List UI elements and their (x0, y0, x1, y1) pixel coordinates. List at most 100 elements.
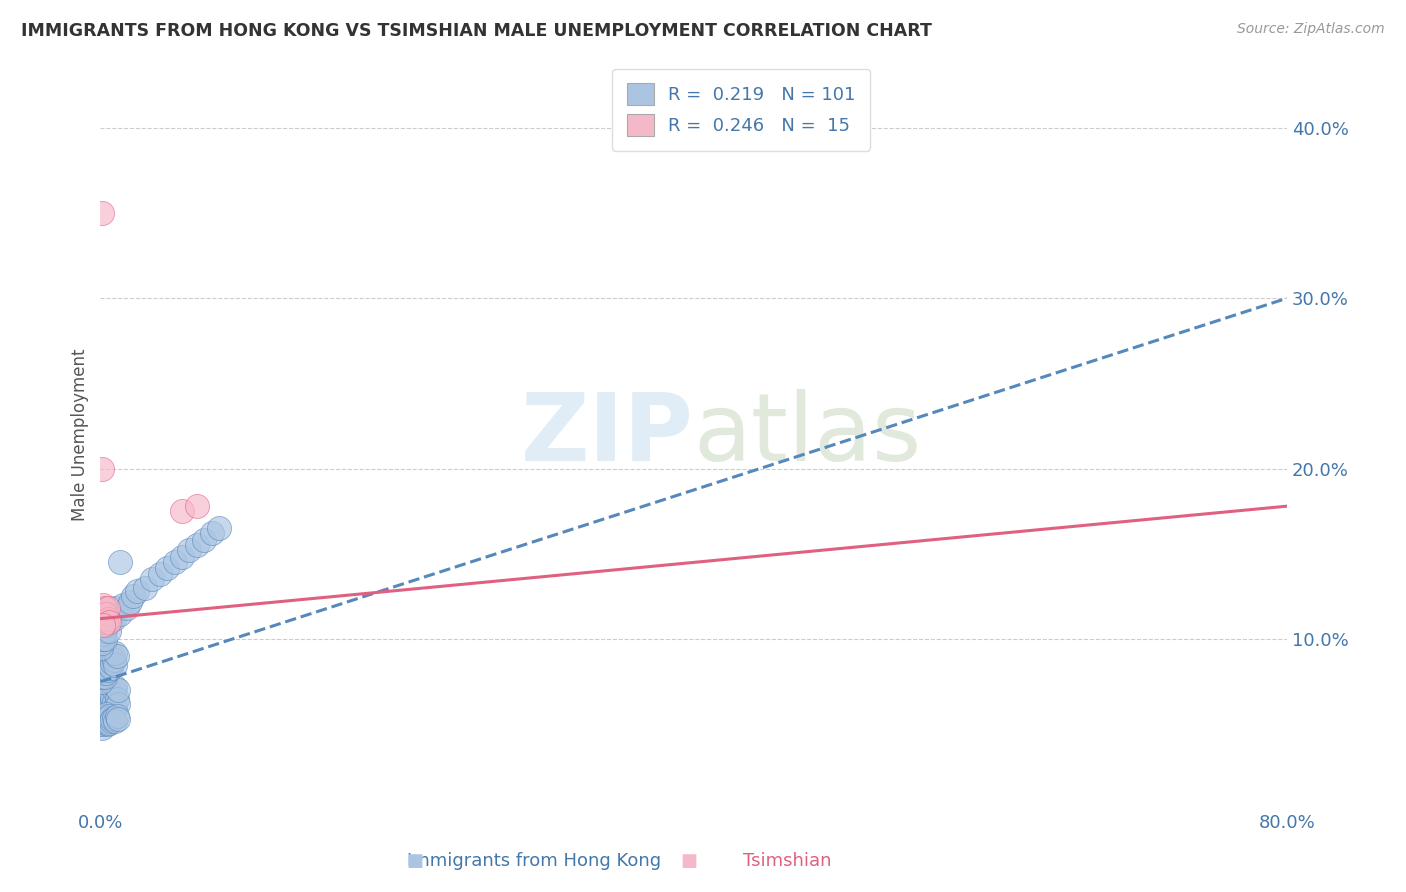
Point (94, 624, 117, 638)
Point (201, 526, 224, 541)
Point (94, 704, 117, 718)
Point (104, 657, 127, 672)
Point (100, 714, 122, 728)
Point (115, 601, 138, 615)
Text: atlas: atlas (693, 389, 922, 481)
Point (208, 521, 231, 535)
Point (97, 612, 120, 626)
Point (103, 612, 125, 626)
Point (96, 714, 118, 728)
Text: ■: ■ (406, 852, 423, 870)
Point (91, 618, 114, 632)
Point (163, 555, 186, 569)
Point (97, 680, 120, 694)
Point (103, 695, 125, 709)
Point (98, 715, 121, 730)
Point (91, 632, 114, 646)
Point (90, 708, 112, 723)
Point (98, 691, 121, 706)
Point (96, 700, 118, 714)
Point (94, 687, 117, 701)
Point (94, 715, 117, 730)
Point (91, 627, 114, 641)
Point (91, 683, 114, 698)
Point (90, 461, 112, 475)
Point (93, 708, 115, 723)
Point (108, 607, 131, 621)
Point (170, 550, 193, 565)
Point (90, 607, 112, 621)
Point (97, 717, 120, 731)
Point (107, 712, 129, 726)
Point (91, 708, 114, 723)
Point (96, 618, 118, 632)
Point (101, 656, 124, 670)
Point (103, 652, 125, 666)
Point (107, 683, 129, 698)
Point (98, 708, 121, 723)
Point (91, 663, 114, 677)
Point (94, 601, 117, 615)
Point (105, 649, 128, 664)
Point (96, 654, 118, 668)
Point (100, 612, 122, 626)
Point (91, 657, 114, 672)
Point (90, 691, 112, 706)
Point (97, 663, 120, 677)
Point (101, 607, 124, 621)
Point (149, 567, 172, 582)
Point (100, 700, 122, 714)
Point (104, 646, 127, 660)
Point (90, 670, 112, 684)
Point (101, 704, 124, 718)
Point (91, 666, 114, 681)
Point (122, 590, 145, 604)
Point (96, 607, 118, 621)
Point (104, 714, 127, 728)
Point (193, 533, 215, 548)
Point (96, 690, 118, 704)
Point (170, 504, 193, 518)
Point (111, 598, 134, 612)
Point (91, 598, 114, 612)
Point (94, 710, 117, 724)
Point (98, 624, 121, 638)
Point (94, 695, 117, 709)
Point (97, 615, 120, 629)
Point (101, 712, 124, 726)
Point (100, 687, 122, 701)
Point (91, 704, 114, 718)
Point (156, 560, 179, 574)
Point (97, 652, 120, 666)
Point (94, 680, 117, 694)
Point (97, 697, 120, 711)
Point (90, 717, 112, 731)
Text: ZIP: ZIP (520, 389, 693, 481)
Point (90, 721, 112, 735)
Point (141, 573, 163, 587)
Point (101, 648, 124, 662)
Point (98, 683, 121, 698)
Point (90, 640, 112, 655)
Point (103, 683, 125, 698)
Text: Source: ZipAtlas.com: Source: ZipAtlas.com (1237, 22, 1385, 37)
Point (104, 700, 127, 714)
Point (108, 555, 131, 569)
Text: Tsimshian: Tsimshian (744, 852, 831, 870)
Point (91, 712, 114, 726)
Point (107, 697, 129, 711)
Point (96, 615, 118, 629)
Point (101, 691, 124, 706)
Point (105, 691, 128, 706)
Point (127, 584, 149, 599)
Point (186, 499, 208, 513)
Point (90, 206, 112, 220)
Point (98, 649, 121, 664)
Point (100, 661, 122, 675)
Point (103, 710, 125, 724)
Point (90, 700, 112, 714)
Point (94, 670, 117, 684)
Point (97, 687, 120, 701)
Point (90, 635, 112, 649)
Point (96, 708, 118, 723)
